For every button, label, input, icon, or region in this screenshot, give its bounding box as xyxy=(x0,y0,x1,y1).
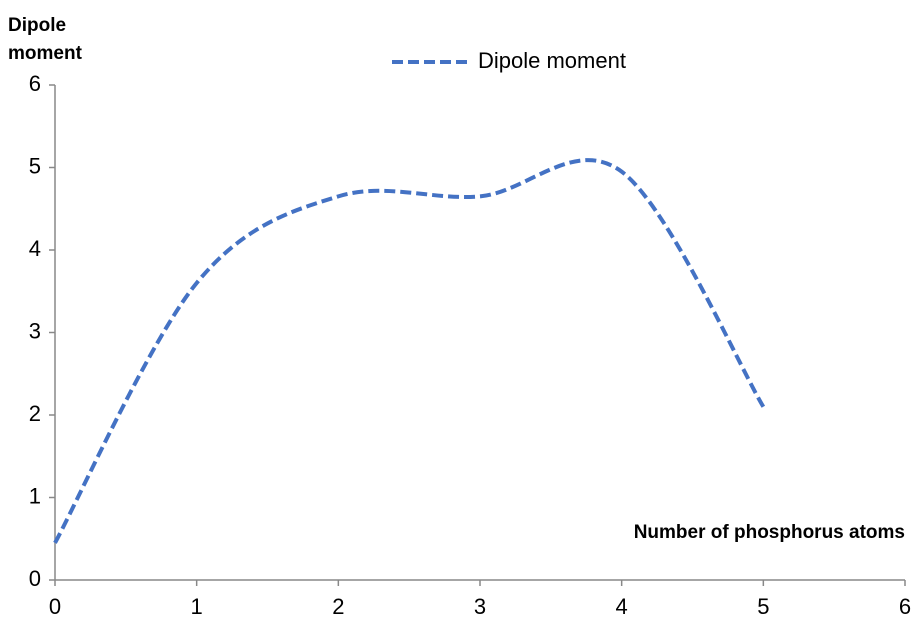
y-tick-label: 2 xyxy=(29,401,41,426)
x-axis-label: Number of phosphorus atoms xyxy=(634,522,905,543)
y-tick-label: 1 xyxy=(29,483,41,508)
y-tick-label: 0 xyxy=(29,566,41,591)
x-tick-label: 5 xyxy=(757,594,769,619)
x-tick-label: 1 xyxy=(191,594,203,619)
x-tick-label: 4 xyxy=(616,594,628,619)
x-tick-label: 6 xyxy=(899,594,911,619)
x-tick-label: 3 xyxy=(474,594,486,619)
y-tick-label: 3 xyxy=(29,318,41,343)
y-tick-label: 5 xyxy=(29,153,41,178)
y-axis-label: Dipole moment xyxy=(8,15,82,64)
y-tick-label: 4 xyxy=(29,236,41,261)
y-tick-label: 6 xyxy=(29,71,41,96)
x-tick-label: 2 xyxy=(332,594,344,619)
x-tick-label: 0 xyxy=(49,594,61,619)
series-line xyxy=(53,158,766,544)
legend-label: Dipole moment xyxy=(478,48,626,73)
